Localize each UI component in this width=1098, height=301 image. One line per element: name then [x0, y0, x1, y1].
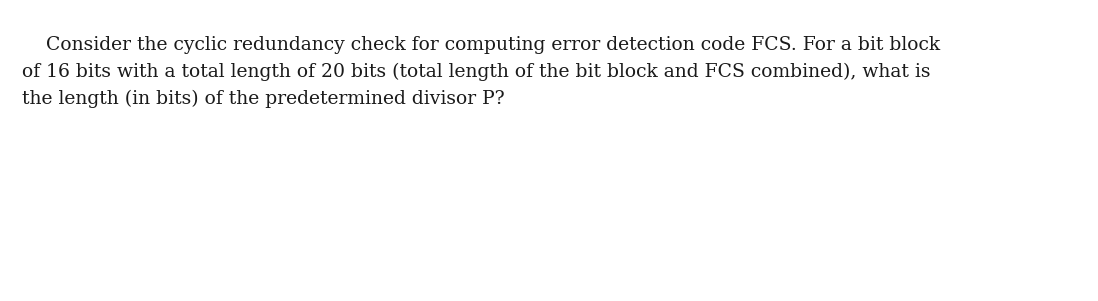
Text: Consider the cyclic redundancy check for computing error detection code FCS. For: Consider the cyclic redundancy check for…: [22, 36, 940, 108]
